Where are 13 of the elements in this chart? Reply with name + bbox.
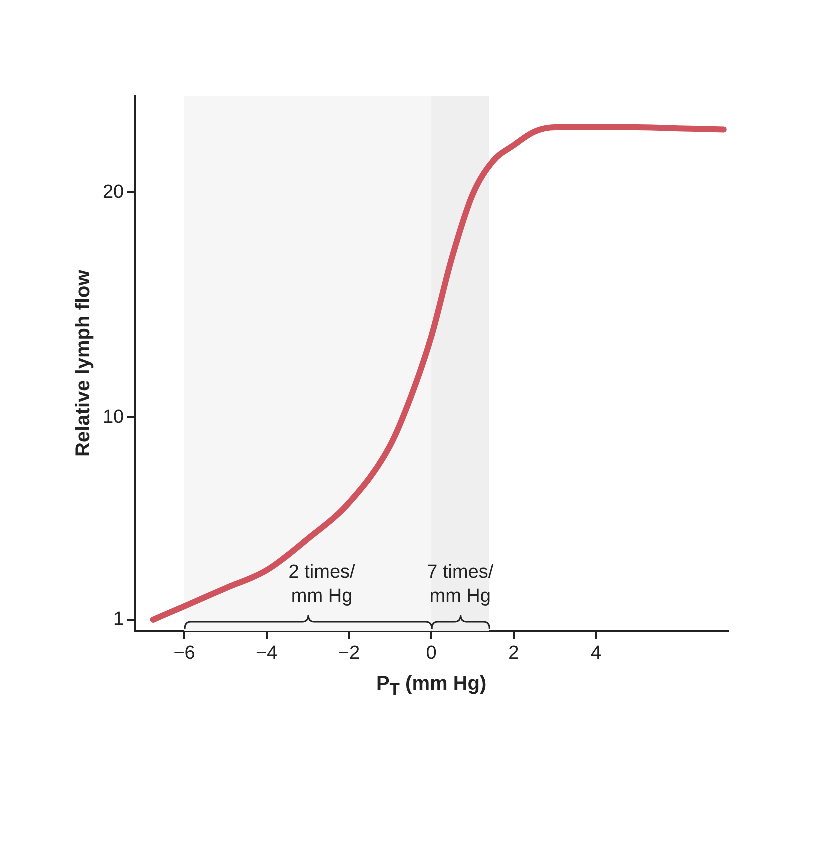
band-label: 7 times/ mm Hg	[426, 561, 495, 610]
x-tick-label: −2	[338, 642, 360, 664]
band-label: 2 times/ mm Hg	[288, 561, 356, 610]
x-tick-label: 4	[590, 642, 602, 664]
x-axis-title: P$_{T}$ (mm Hg)	[375, 673, 488, 700]
x-tick-label: 0	[426, 642, 437, 664]
x-tick-label: −6	[174, 642, 196, 664]
x-tick-label: 2	[508, 642, 520, 664]
y-axis-title: Relative lymph flow	[72, 270, 95, 457]
y-tick-label: 20	[102, 182, 124, 203]
y-tick-label: 1	[114, 609, 124, 630]
y-tick-label: 10	[102, 406, 124, 428]
x-tick-label: −4	[256, 642, 278, 664]
